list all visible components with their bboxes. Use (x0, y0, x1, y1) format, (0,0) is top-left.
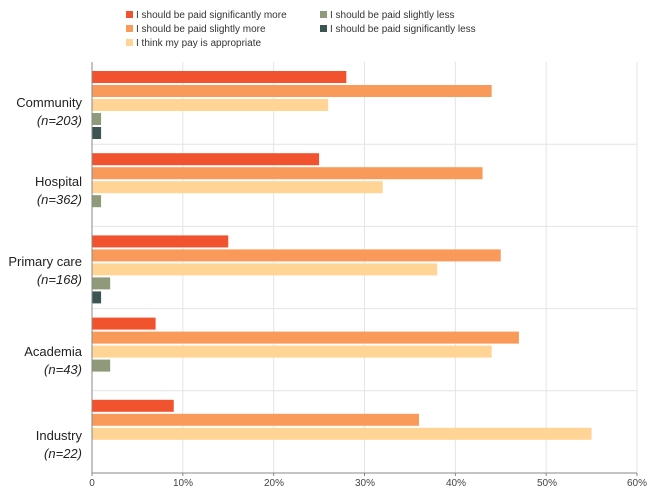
category-n: (n=43) (44, 362, 82, 377)
category-n: (n=168) (36, 272, 82, 287)
legend-label: I should be paid slightly less (330, 10, 455, 21)
category-n: (n=22) (44, 446, 82, 461)
x-tick-label: 20% (263, 478, 284, 489)
bar-primary-care-series-1 (92, 249, 501, 262)
bar-academia-series-3 (92, 359, 111, 372)
bar-community-series-4 (92, 127, 102, 139)
x-tick-label: 0 (89, 478, 95, 489)
category-name: Hospital (35, 174, 82, 189)
legend-item-sig-less: I should be paid significantly less (320, 24, 476, 36)
legend-swatch (126, 25, 133, 32)
legend-item-slight-less: I should be paid slightly less (320, 10, 455, 22)
category-name: Academia (24, 344, 82, 359)
bar-industry-series-2 (92, 427, 592, 440)
category-n: (n=203) (36, 113, 82, 128)
bar-primary-care-series-2 (92, 263, 438, 276)
legend-swatch (320, 25, 327, 32)
bar-hospital-series-2 (92, 181, 383, 194)
legend-item-slight-more: I should be paid slightly more (126, 24, 266, 36)
legend-item-sig-more: I should be paid significantly more (126, 10, 287, 22)
bar-hospital-series-3 (92, 195, 102, 208)
legend-label: I think my pay is appropriate (136, 38, 262, 49)
bar-industry-series-1 (92, 413, 419, 426)
bar-hospital-series-0 (92, 153, 320, 166)
bar-primary-care-series-4 (92, 291, 102, 304)
legend-label: I should be paid slightly more (136, 24, 266, 35)
legend-swatch (126, 11, 133, 18)
x-tick-label: 50% (536, 478, 557, 489)
x-tick-label: 10% (172, 478, 193, 489)
bar-primary-care-series-0 (92, 235, 229, 248)
legend-label: I should be paid significantly less (330, 24, 476, 35)
category-label-hospital: Hospital (n=362) (0, 173, 82, 209)
category-name: Primary care (8, 254, 82, 269)
category-label-industry: Industry (n=22) (0, 427, 82, 463)
bar-academia-series-0 (92, 317, 156, 330)
bar-community-series-2 (92, 99, 329, 111)
legend-label: I should be paid significantly more (136, 10, 287, 21)
bar-community-series-1 (92, 85, 492, 97)
legend-swatch (126, 39, 133, 46)
legend-item-appropriate: I think my pay is appropriate (126, 38, 261, 50)
bar-community-series-3 (92, 113, 102, 125)
category-name: Industry (35, 428, 82, 443)
bar-community-series-0 (92, 71, 347, 83)
x-tick-label: 30% (354, 478, 375, 489)
bar-industry-series-0 (92, 399, 174, 412)
legend-swatch (320, 11, 327, 18)
bar-primary-care-series-3 (92, 277, 111, 290)
category-name: Community (16, 95, 82, 110)
category-label-academia: Academia (n=43) (0, 343, 82, 379)
bar-academia-series-1 (92, 331, 519, 344)
category-n: (n=362) (36, 192, 82, 207)
category-label-community: Community (n=203) (0, 94, 82, 130)
x-tick-label: 40% (445, 478, 466, 489)
x-tick-label: 60% (626, 478, 647, 489)
bar-academia-series-2 (92, 345, 492, 358)
bar-hospital-series-1 (92, 167, 483, 180)
category-label-primary-care: Primary care (n=168) (0, 253, 82, 289)
